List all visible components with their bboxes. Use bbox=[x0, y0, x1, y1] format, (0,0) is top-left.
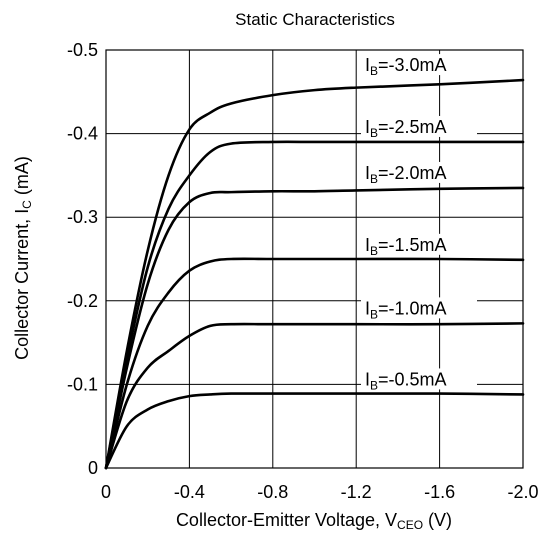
y-axis-label-unit: (mA) bbox=[12, 156, 32, 200]
y-tick-label: 0 bbox=[88, 458, 98, 478]
y-axis-label-main: Collector Current, I bbox=[12, 209, 32, 360]
chart-title: Static Characteristics bbox=[235, 10, 395, 29]
ib-label-sub: B bbox=[370, 244, 378, 258]
ib-label-prefix: I bbox=[365, 163, 370, 183]
x-tick-label: -0.4 bbox=[174, 482, 205, 502]
y-tick-label: -0.3 bbox=[67, 207, 98, 227]
ib-curve-label-bg bbox=[361, 297, 477, 319]
ib-curve-label-text: IB=-1.5mA bbox=[365, 235, 447, 258]
ib-curve bbox=[104, 140, 525, 470]
ib-curve-label: IB=-0.5mA bbox=[361, 368, 477, 392]
ib-curve-label-text: IB=-2.0mA bbox=[365, 163, 447, 186]
x-tick-label: -1.6 bbox=[424, 482, 455, 502]
ib-label-value: =-1.0mA bbox=[378, 298, 447, 318]
y-tick-label: -0.2 bbox=[67, 291, 98, 311]
x-axis-label: Collector-Emitter Voltage, VCEO (V) bbox=[176, 510, 452, 532]
x-tick-label: -1.2 bbox=[341, 482, 372, 502]
ib-label-sub: B bbox=[370, 172, 378, 186]
x-tick-label: -0.8 bbox=[257, 482, 288, 502]
ib-curve bbox=[104, 186, 525, 470]
y-tick-label: -0.4 bbox=[67, 124, 98, 144]
ib-curve-label-bg bbox=[361, 115, 477, 137]
ib-curve-label-bg bbox=[361, 54, 477, 76]
ib-label-prefix: I bbox=[365, 235, 370, 255]
y-tick-labels: 0 -0.1 -0.2 -0.3 -0.4 -0.5 bbox=[67, 40, 98, 478]
ib-label-prefix: I bbox=[365, 369, 370, 389]
y-axis-label-sub: C bbox=[20, 200, 34, 209]
curve-labels: IB=-3.0mAIB=-2.5mAIB=-2.0mAIB=-1.5mAIB=-… bbox=[361, 54, 477, 392]
ib-label-sub: B bbox=[370, 64, 378, 78]
x-axis-label-unit: (V) bbox=[423, 510, 452, 530]
ib-curve bbox=[104, 78, 525, 470]
ib-label-sub: B bbox=[370, 307, 378, 321]
ib-curve-label: IB=-3.0mA bbox=[361, 54, 477, 78]
ib-curve bbox=[104, 322, 525, 470]
ib-curve-label-text: IB=-0.5mA bbox=[365, 369, 447, 392]
y-axis-label: Collector Current, IC (mA) bbox=[12, 156, 34, 360]
ib-curve-label: IB=-1.0mA bbox=[361, 297, 477, 321]
ib-curve bbox=[104, 392, 525, 470]
ib-label-prefix: I bbox=[365, 117, 370, 137]
x-tick-labels: 0 -0.4 -0.8 -1.2 -1.6 -2.0 bbox=[101, 482, 539, 502]
ib-curve-label-text: IB=-2.5mA bbox=[365, 117, 447, 140]
ib-label-prefix: I bbox=[365, 298, 370, 318]
x-tick-label: 0 bbox=[101, 482, 111, 502]
ib-label-value: =-2.0mA bbox=[378, 163, 447, 183]
ib-label-value: =-1.5mA bbox=[378, 235, 447, 255]
x-axis-label-main: Collector-Emitter Voltage, V bbox=[176, 510, 397, 530]
x-axis-label-sub: CEO bbox=[397, 518, 423, 532]
ib-curve-label-text: IB=-3.0mA bbox=[365, 55, 447, 78]
ib-label-prefix: I bbox=[365, 55, 370, 75]
ib-label-value: =-0.5mA bbox=[378, 369, 447, 389]
curves bbox=[104, 78, 525, 470]
ib-curve-label-bg bbox=[361, 161, 477, 183]
ib-label-value: =-2.5mA bbox=[378, 117, 447, 137]
ib-curve-label-bg bbox=[361, 368, 477, 390]
ib-label-value: =-3.0mA bbox=[378, 55, 447, 75]
ib-curve-label: IB=-2.0mA bbox=[361, 161, 477, 186]
ib-curve-label-bg bbox=[361, 233, 477, 255]
ib-curve-label: IB=-2.5mA bbox=[361, 115, 477, 140]
x-tick-label: -2.0 bbox=[507, 482, 538, 502]
y-tick-label: -0.1 bbox=[67, 374, 98, 394]
ib-label-sub: B bbox=[370, 126, 378, 140]
ib-curve-label-text: IB=-1.0mA bbox=[365, 298, 447, 321]
y-tick-label: -0.5 bbox=[67, 40, 98, 60]
ib-label-sub: B bbox=[370, 378, 378, 392]
ib-curve bbox=[104, 257, 525, 470]
ib-curve-label: IB=-1.5mA bbox=[361, 233, 477, 258]
